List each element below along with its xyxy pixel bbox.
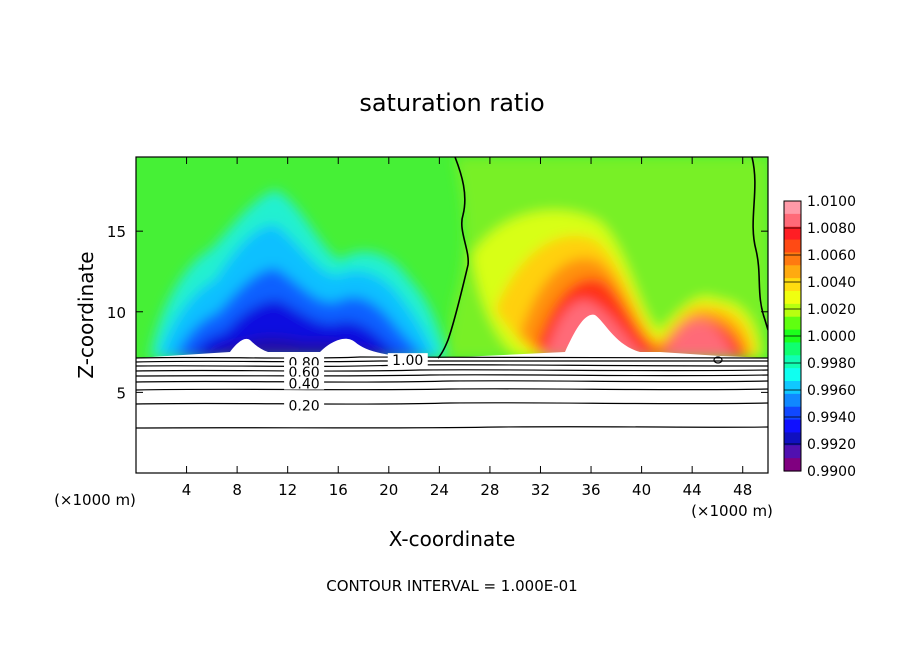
- x-tick-label: 16: [329, 481, 348, 499]
- x-axis-ticks: 4 8 12 16 20 24 28 32 36 40 44 48: [182, 157, 752, 499]
- colorbar-swatch: [784, 419, 801, 434]
- colorbar-swatch: [784, 239, 801, 254]
- colorbar-swatch: [784, 406, 801, 421]
- contour-label: 1.00: [392, 353, 423, 369]
- colorbar-label: 1.0100: [807, 194, 856, 210]
- colorbar-swatch: [784, 316, 801, 331]
- colorbar-swatch: [784, 278, 801, 292]
- x-tick-label: 40: [632, 481, 651, 499]
- colorbar-swatch: [784, 265, 801, 279]
- contour-interval-note: CONTOUR INTERVAL = 1.000E-01: [326, 577, 577, 595]
- contour-labels: 0.800.600.400.201.00: [284, 353, 428, 414]
- x-axis-label: X-coordinate: [389, 527, 516, 551]
- x-tick-label: 28: [480, 481, 499, 499]
- colorbar-swatch: [784, 368, 801, 382]
- chart-title: saturation ratio: [359, 89, 544, 117]
- colorbar-swatch: [784, 458, 801, 472]
- colorbar-swatch: [784, 393, 801, 408]
- contour-label-bg: [284, 376, 325, 390]
- colorbar-swatch: [784, 355, 801, 369]
- colorbar-label: 0.9920: [807, 437, 856, 453]
- colorbar-label: 0.9940: [807, 410, 856, 426]
- contour-label-bg: [284, 365, 325, 379]
- colorbar-swatch: [784, 213, 801, 228]
- contour-label-bg: [387, 353, 428, 367]
- colorbar-label: 0.9900: [807, 464, 856, 480]
- x-tick-label: 32: [531, 481, 550, 499]
- colorbar-swatch: [784, 226, 801, 241]
- x-tick-label: 8: [232, 481, 242, 499]
- x-tick-label: 12: [278, 481, 297, 499]
- colorbar-swatch: [784, 381, 801, 395]
- colorbar-label: 1.0040: [807, 275, 856, 291]
- colorbar-label: 0.9980: [807, 356, 856, 372]
- colorbar-swatch: [784, 291, 801, 305]
- contour-label: 0.20: [289, 398, 320, 414]
- colorbar-label: 1.0020: [807, 302, 856, 318]
- x-tick-label: 20: [379, 481, 398, 499]
- plot-frame: [135, 156, 769, 474]
- y-tick-label: 5: [116, 384, 126, 402]
- y-tick-label: 15: [107, 223, 126, 241]
- lower-domain-mask: [136, 314, 768, 473]
- contour-label-bg: [284, 398, 325, 412]
- colorbar-swatch: [784, 252, 801, 266]
- colorbar: 1.0100 1.0080 1.0060 1.0040 1.0020 1.0000 0.99…: [783, 194, 856, 480]
- colorbar-swatch: [784, 445, 801, 459]
- colorbar-label: 1.0060: [807, 248, 856, 264]
- colorbar-label: 1.0080: [807, 221, 856, 237]
- colorbar-swatch: [784, 201, 801, 215]
- colorbar-swatch: [784, 303, 801, 318]
- y-axis-ticks: 5 10 15: [107, 223, 768, 402]
- colorbar-swatch: [784, 342, 801, 356]
- x-tick-label: 4: [182, 481, 192, 499]
- colorbar-label: 0.9960: [807, 383, 856, 399]
- small-contour-loop: [713, 356, 723, 364]
- colorbar-label: 1.0000: [807, 329, 856, 345]
- colorbar-swatch: [784, 432, 801, 446]
- x-tick-label: 44: [683, 481, 702, 499]
- x-unit-left: (×1000 m): [54, 491, 136, 509]
- x-unit-right: (×1000 m): [691, 502, 773, 520]
- contour-label: 0.40: [289, 377, 320, 393]
- x-tick-label: 48: [733, 481, 752, 499]
- y-axis-label: Z-coordinate: [74, 251, 98, 378]
- unity-contours: [437, 157, 768, 359]
- x-tick-label: 36: [581, 481, 600, 499]
- x-tick-label: 24: [430, 481, 449, 499]
- plot-area: [136, 157, 768, 473]
- y-tick-label: 10: [107, 304, 126, 322]
